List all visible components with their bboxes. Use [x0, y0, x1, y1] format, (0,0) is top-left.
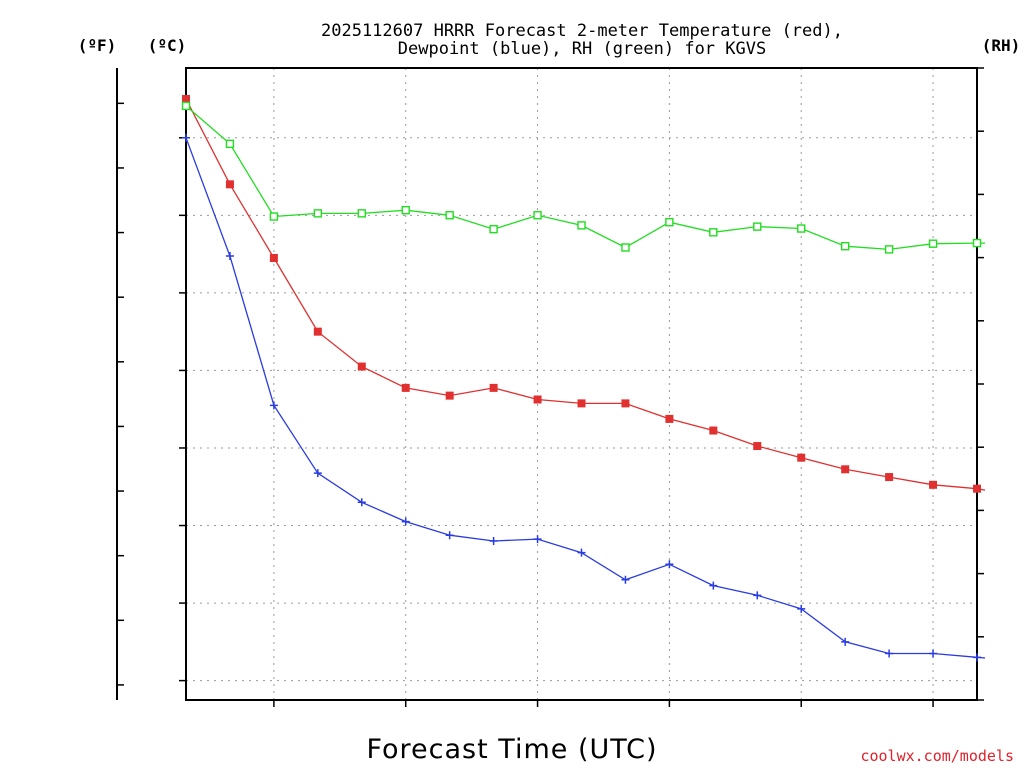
temperature-point [313, 327, 322, 336]
temperature-point [225, 180, 234, 189]
axis-ticks [117, 67, 984, 707]
temperature-point [401, 383, 410, 392]
rh-point [840, 242, 850, 251]
dewpoint-point [753, 591, 762, 600]
rh-point [709, 228, 718, 237]
dewpoint-point [665, 560, 674, 569]
dewpoint-point [182, 133, 190, 142]
temperature-line [185, 98, 985, 491]
temperature-point [885, 473, 894, 482]
rh-line [185, 105, 985, 251]
rh-point [621, 243, 630, 252]
temperature-point [1017, 492, 1024, 500]
rh-point [225, 139, 235, 149]
rh-point [401, 205, 410, 215]
temperature-point [533, 395, 542, 404]
temperature-point [841, 465, 850, 474]
temperature-point [973, 484, 981, 493]
rh-point [489, 224, 498, 234]
dewpoint-point [709, 581, 718, 590]
temperature-point [709, 426, 718, 435]
dewpoint-point [1017, 657, 1024, 665]
grid-lines [186, 68, 977, 700]
series-layer [181, 95, 1024, 665]
temperature-point [182, 95, 190, 104]
rh-point [1017, 240, 1024, 247]
temperature-point [445, 391, 454, 400]
dewpoint-point [621, 575, 630, 584]
rh-point [797, 224, 806, 233]
fahrenheit-unit-label: (ºF) [78, 36, 117, 55]
temperature-point [753, 442, 762, 451]
dewpoint-point [269, 401, 278, 410]
temperature-point [269, 253, 278, 262]
dewpoint-point [533, 535, 542, 544]
chart-title-line1: 2025112607 HRRR Forecast 2-meter Tempera… [321, 21, 843, 41]
x-axis-label: Forecast Time (UTC) [366, 734, 657, 765]
rh-point [972, 238, 982, 248]
temperature-point [489, 383, 498, 392]
dewpoint-point [577, 548, 586, 557]
rh-point [884, 245, 894, 254]
temperature-point [797, 453, 806, 462]
rh-point [313, 209, 323, 218]
dewpoint-point [445, 531, 454, 540]
dewpoint-point [313, 469, 322, 478]
temperature-point [357, 362, 366, 371]
rh-point [577, 221, 586, 230]
dewpoint-point [841, 637, 850, 646]
temperature-point [665, 414, 674, 423]
dewpoint-point [797, 604, 806, 613]
chart-title-line2: Dewpoint (blue), RH (green) for KGVS [398, 39, 766, 59]
credit-link[interactable]: coolwx.com/models [860, 747, 1014, 765]
dewpoint-point [489, 537, 498, 546]
dewpoint-point [973, 653, 981, 662]
series-group [181, 95, 1024, 665]
rh-point [357, 209, 366, 218]
rh-point [665, 218, 674, 227]
rh-point [445, 211, 454, 220]
plot-frame [185, 67, 978, 701]
dewpoint-point [401, 517, 410, 526]
dewpoint-line [185, 137, 985, 659]
rh-unit-label: (RH) [982, 36, 1021, 55]
rh-point [269, 212, 279, 221]
temperature-point [577, 399, 586, 408]
dewpoint-point [929, 649, 938, 658]
dewpoint-point [225, 252, 234, 261]
temperature-point [621, 399, 630, 408]
dewpoint-point [357, 498, 366, 507]
temperature-point [929, 480, 938, 489]
celsius-unit-label: (ºC) [148, 36, 187, 55]
rh-point [533, 211, 542, 220]
rh-point [181, 101, 191, 111]
dewpoint-point [885, 649, 894, 658]
rh-point [928, 239, 938, 248]
rh-point [753, 222, 762, 231]
